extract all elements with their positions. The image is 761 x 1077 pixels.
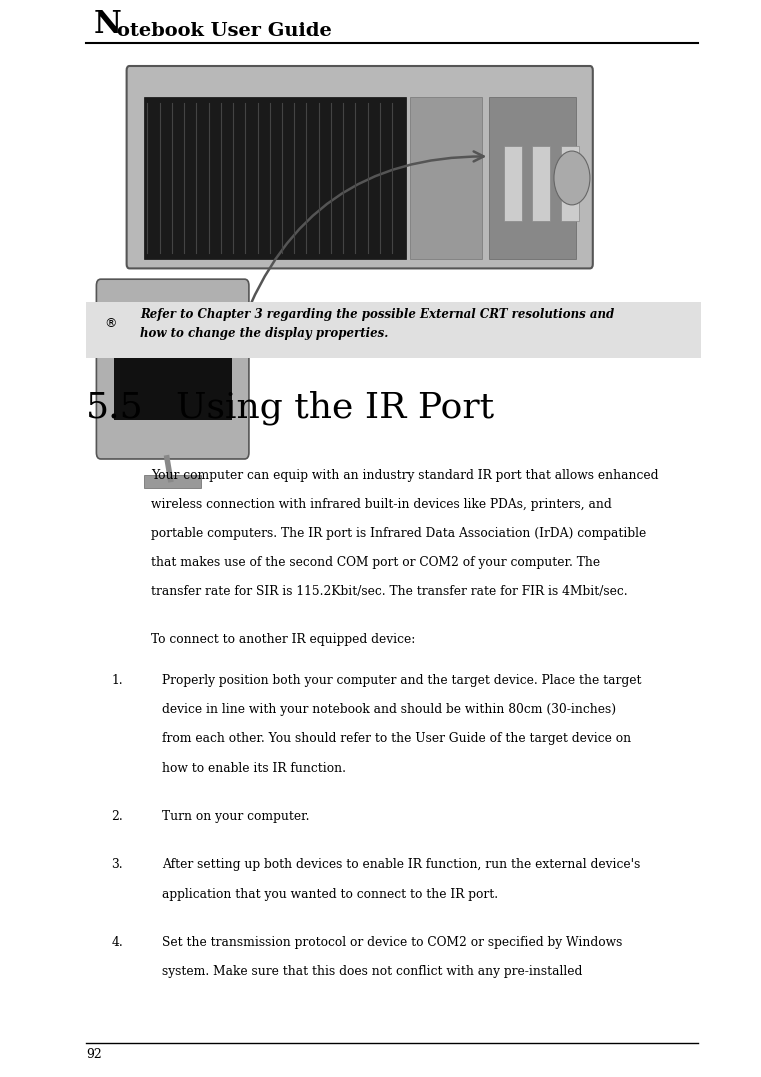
Text: portable computers. The IR port is Infrared Data Association (IrDA) compatible: portable computers. The IR port is Infra…: [151, 527, 646, 540]
Text: ®: ®: [104, 317, 117, 330]
Bar: [533, 145, 550, 221]
FancyBboxPatch shape: [97, 279, 249, 459]
Text: from each other. You should refer to the User Guide of the target device on: from each other. You should refer to the…: [162, 732, 631, 745]
Text: system. Make sure that this does not conflict with any pre-installed: system. Make sure that this does not con…: [162, 965, 582, 978]
FancyBboxPatch shape: [126, 66, 593, 268]
Text: After setting up both devices to enable IR function, run the external device's: After setting up both devices to enable …: [162, 858, 640, 871]
Text: 4.: 4.: [112, 936, 123, 949]
Text: 92: 92: [86, 1048, 102, 1061]
Bar: [144, 475, 202, 488]
Bar: [113, 305, 231, 420]
Bar: [144, 97, 406, 258]
Text: 5.5: 5.5: [86, 390, 144, 424]
FancyArrowPatch shape: [242, 152, 484, 325]
Bar: [410, 97, 482, 258]
Bar: [504, 145, 521, 221]
Bar: [86, 302, 702, 358]
Text: Set the transmission protocol or device to COM2 or specified by Windows: Set the transmission protocol or device …: [162, 936, 622, 949]
Text: N: N: [94, 9, 122, 40]
Text: 3.: 3.: [112, 858, 123, 871]
Text: 1.: 1.: [112, 674, 123, 687]
Text: application that you wanted to connect to the IR port.: application that you wanted to connect t…: [162, 887, 498, 900]
Circle shape: [554, 151, 590, 205]
Text: device in line with your notebook and should be within 80cm (30-inches): device in line with your notebook and sh…: [162, 703, 616, 716]
Bar: [489, 97, 575, 258]
Text: wireless connection with infrared built-in devices like PDAs, printers, and: wireless connection with infrared built-…: [151, 498, 612, 510]
Bar: [561, 145, 579, 221]
Text: transfer rate for SIR is 115.2Kbit/sec. The transfer rate for FIR is 4Mbit/sec.: transfer rate for SIR is 115.2Kbit/sec. …: [151, 585, 628, 598]
Text: how to change the display properties.: how to change the display properties.: [140, 326, 389, 339]
Text: otebook User Guide: otebook User Guide: [116, 23, 331, 40]
Text: Using the IR Port: Using the IR Port: [177, 390, 495, 424]
Text: Refer to Chapter 3 regarding the possible External CRT resolutions and: Refer to Chapter 3 regarding the possibl…: [140, 308, 615, 321]
Text: To connect to another IR equipped device:: To connect to another IR equipped device…: [151, 633, 416, 646]
Text: 2.: 2.: [112, 810, 123, 823]
Text: Your computer can equip with an industry standard IR port that allows enhanced: Your computer can equip with an industry…: [151, 468, 658, 481]
Text: Turn on your computer.: Turn on your computer.: [162, 810, 310, 823]
Text: how to enable its IR function.: how to enable its IR function.: [162, 761, 345, 774]
Text: that makes use of the second COM port or COM2 of your computer. The: that makes use of the second COM port or…: [151, 556, 600, 569]
Text: Properly position both your computer and the target device. Place the target: Properly position both your computer and…: [162, 674, 642, 687]
